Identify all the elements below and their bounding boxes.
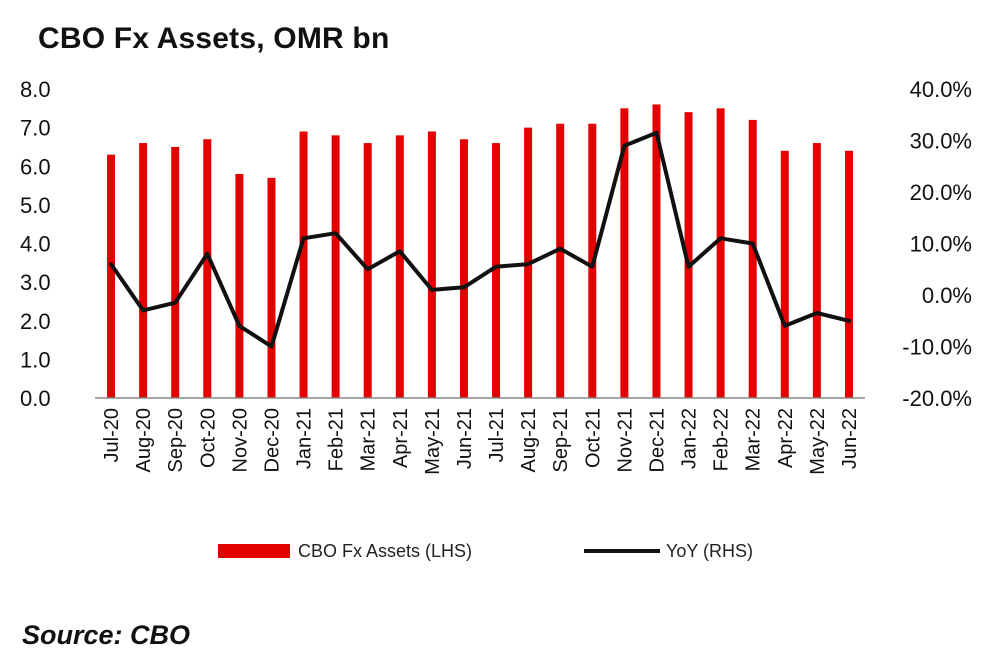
bar xyxy=(267,177,276,398)
category-label: Dec-21 xyxy=(646,408,668,472)
category-label: Jun-22 xyxy=(839,408,861,469)
bar xyxy=(620,108,629,398)
left-axis-ticks: 0.0 1.0 2.0 3.0 4.0 5.0 6.0 7.0 8.0 xyxy=(20,77,51,411)
legend: CBO Fx Assets (LHS) YoY (RHS) xyxy=(218,541,753,561)
right-tick-label: 10.0% xyxy=(910,232,972,257)
category-label: Sep-21 xyxy=(550,408,572,473)
left-tick-label: 5.0 xyxy=(20,193,51,218)
source-note: Source: CBO xyxy=(22,620,191,650)
bar xyxy=(684,112,693,399)
category-label: Oct-20 xyxy=(197,408,219,468)
category-label: Feb-21 xyxy=(326,408,348,471)
bar xyxy=(459,139,468,398)
left-tick-label: 0.0 xyxy=(20,386,51,411)
right-tick-label: 20.0% xyxy=(910,180,972,205)
bar xyxy=(235,173,244,398)
bar xyxy=(107,154,116,398)
bar xyxy=(716,108,725,398)
bar xyxy=(556,123,565,398)
right-tick-label: -20.0% xyxy=(902,386,972,411)
category-label: Mar-22 xyxy=(743,408,765,471)
category-label: Jul-20 xyxy=(101,408,123,462)
category-label: Mar-21 xyxy=(358,408,380,471)
bar xyxy=(299,131,308,399)
bar xyxy=(492,143,501,398)
yoy-line xyxy=(109,130,851,349)
bar xyxy=(652,104,661,398)
category-labels: Jul-20 Aug-20 Sep-20 Oct-20 Nov-20 Dec-20 Jan-… xyxy=(101,408,861,475)
category-label: Jun-21 xyxy=(454,408,476,469)
category-label: Apr-21 xyxy=(390,408,412,468)
bar xyxy=(331,135,340,398)
left-tick-label: 4.0 xyxy=(20,232,51,257)
legend-label-line: YoY (RHS) xyxy=(666,541,753,561)
category-label: Feb-22 xyxy=(711,408,733,471)
right-axis-ticks: -20.0% -10.0% 0.0% 10.0% 20.0% 30.0% 40.0% xyxy=(902,77,972,411)
bar xyxy=(748,119,757,399)
left-tick-label: 1.0 xyxy=(20,347,51,372)
legend-label-bars: CBO Fx Assets (LHS) xyxy=(298,541,472,561)
category-label: Dec-20 xyxy=(261,408,283,472)
left-tick-label: 8.0 xyxy=(20,77,51,102)
chart-title: CBO Fx Assets, OMR bn xyxy=(38,22,390,55)
left-tick-label: 3.0 xyxy=(20,270,51,295)
category-label: Aug-21 xyxy=(518,408,540,473)
category-label: May-22 xyxy=(807,408,829,475)
bar xyxy=(139,143,148,398)
category-label: Sep-20 xyxy=(165,408,187,473)
left-tick-label: 6.0 xyxy=(20,154,51,179)
category-label: Jan-21 xyxy=(294,408,316,469)
right-tick-label: -10.0% xyxy=(902,335,972,360)
right-tick-label: 40.0% xyxy=(910,77,972,102)
right-tick-label: 0.0% xyxy=(922,283,972,308)
bar xyxy=(171,146,180,398)
left-tick-label: 7.0 xyxy=(20,116,51,141)
category-label: Aug-20 xyxy=(133,408,155,473)
right-tick-label: 30.0% xyxy=(910,129,972,154)
legend-swatch-bars xyxy=(218,544,290,558)
category-label: Jan-22 xyxy=(679,408,701,469)
bar xyxy=(395,135,404,398)
bar xyxy=(427,131,436,399)
bar xyxy=(812,143,821,398)
category-label: Jul-21 xyxy=(486,408,508,462)
category-label: May-21 xyxy=(422,408,444,475)
category-label: Apr-22 xyxy=(775,408,797,468)
category-label: Oct-21 xyxy=(582,408,604,468)
category-label: Nov-20 xyxy=(229,408,251,472)
category-label: Nov-21 xyxy=(614,408,636,472)
line-series xyxy=(109,130,851,349)
left-tick-label: 2.0 xyxy=(20,309,51,334)
bar xyxy=(844,150,853,398)
bar-series xyxy=(107,104,853,399)
bar xyxy=(203,139,212,398)
bar xyxy=(780,150,789,398)
